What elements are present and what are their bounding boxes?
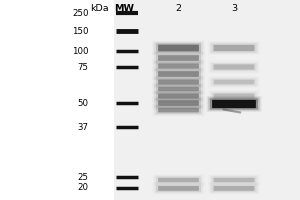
FancyBboxPatch shape [212, 78, 256, 86]
FancyBboxPatch shape [156, 43, 201, 53]
Text: kDa: kDa [90, 4, 108, 13]
FancyBboxPatch shape [214, 64, 254, 70]
FancyBboxPatch shape [158, 63, 199, 69]
FancyBboxPatch shape [212, 63, 256, 71]
FancyBboxPatch shape [214, 94, 254, 98]
FancyBboxPatch shape [154, 61, 203, 71]
Text: 250: 250 [72, 8, 88, 18]
FancyBboxPatch shape [212, 100, 256, 108]
FancyBboxPatch shape [156, 176, 201, 184]
Text: 37: 37 [77, 122, 88, 132]
FancyBboxPatch shape [156, 106, 201, 114]
FancyBboxPatch shape [156, 85, 201, 93]
Bar [114, 0, 300, 200]
FancyBboxPatch shape [154, 98, 203, 108]
FancyBboxPatch shape [208, 97, 260, 111]
FancyBboxPatch shape [158, 100, 199, 106]
FancyBboxPatch shape [154, 91, 203, 101]
FancyBboxPatch shape [158, 55, 199, 61]
FancyBboxPatch shape [158, 93, 199, 99]
FancyBboxPatch shape [158, 178, 199, 182]
FancyBboxPatch shape [158, 79, 199, 85]
FancyBboxPatch shape [156, 70, 201, 78]
Text: 100: 100 [72, 46, 88, 55]
FancyBboxPatch shape [214, 80, 254, 84]
FancyBboxPatch shape [158, 87, 199, 91]
FancyBboxPatch shape [156, 62, 201, 70]
FancyBboxPatch shape [214, 45, 254, 51]
FancyBboxPatch shape [158, 71, 199, 77]
Text: 150: 150 [72, 26, 88, 36]
FancyBboxPatch shape [212, 176, 256, 184]
FancyBboxPatch shape [214, 178, 254, 182]
FancyBboxPatch shape [156, 185, 201, 192]
FancyBboxPatch shape [154, 84, 203, 94]
FancyBboxPatch shape [154, 69, 203, 79]
Text: 3: 3 [231, 4, 237, 13]
Text: 2: 2 [176, 4, 182, 13]
FancyBboxPatch shape [156, 92, 201, 100]
FancyBboxPatch shape [156, 54, 201, 62]
Text: 50: 50 [77, 98, 88, 108]
Text: MW: MW [115, 4, 134, 13]
FancyBboxPatch shape [212, 43, 256, 52]
FancyBboxPatch shape [210, 99, 258, 110]
FancyBboxPatch shape [212, 185, 256, 192]
FancyBboxPatch shape [158, 108, 199, 112]
FancyBboxPatch shape [212, 92, 256, 100]
FancyBboxPatch shape [156, 99, 201, 107]
FancyBboxPatch shape [156, 78, 201, 86]
FancyBboxPatch shape [154, 53, 203, 63]
Text: 75: 75 [77, 62, 88, 72]
FancyBboxPatch shape [158, 45, 199, 51]
Text: 25: 25 [77, 172, 88, 182]
FancyBboxPatch shape [154, 42, 203, 54]
FancyBboxPatch shape [154, 77, 203, 87]
FancyBboxPatch shape [214, 186, 254, 191]
Text: 20: 20 [77, 184, 88, 192]
FancyBboxPatch shape [206, 96, 262, 112]
FancyBboxPatch shape [154, 105, 203, 115]
FancyBboxPatch shape [158, 186, 199, 191]
